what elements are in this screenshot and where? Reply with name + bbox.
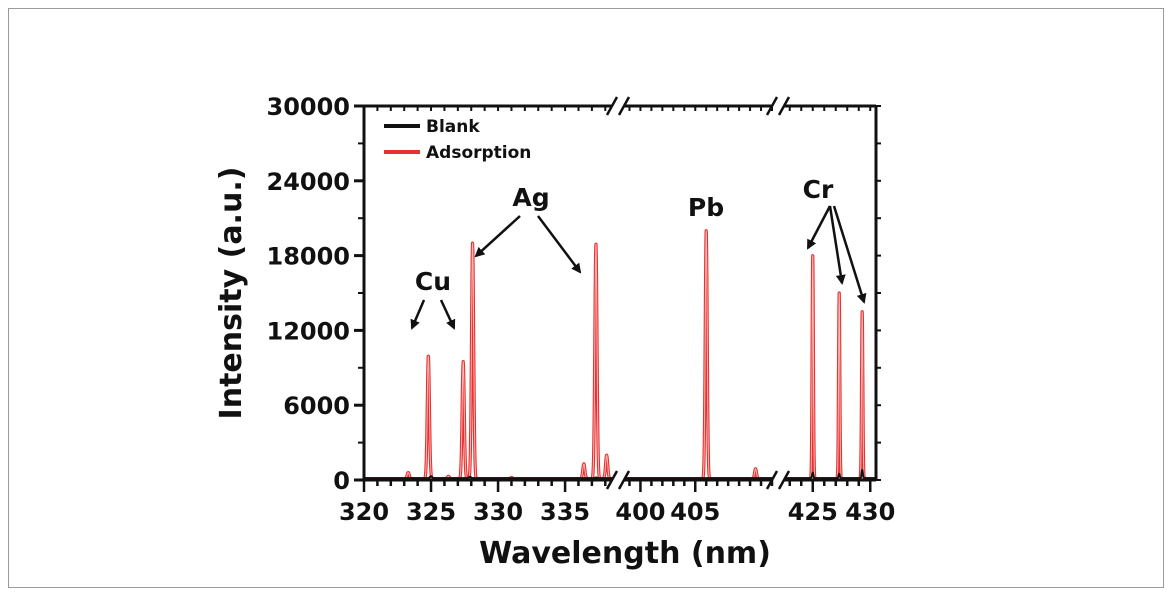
x-tick-label: 330	[473, 498, 523, 526]
x-tick-label: 320	[339, 498, 389, 526]
series-line-blank	[364, 469, 876, 480]
annotation-label-cr: Cr	[803, 175, 834, 204]
annotation-arrow-ag	[474, 215, 521, 258]
y-tick-label: 6000	[283, 392, 350, 420]
y-tick-label: 24000	[267, 168, 351, 196]
axis-break-mark	[617, 470, 631, 490]
axis-break-mark	[777, 96, 791, 116]
x-tick-label: 430	[845, 498, 895, 526]
annotation-arrow-cu	[439, 299, 456, 330]
x-tick-label: 325	[406, 498, 456, 526]
x-tick-label: 400	[615, 498, 665, 526]
y-tick-label: 0	[333, 467, 350, 495]
x-tick-label: 405	[670, 498, 720, 526]
legend-label-adsorption: Adsorption	[426, 143, 531, 163]
y-tick-label: 18000	[267, 243, 351, 271]
annotation-arrow-cr	[832, 205, 867, 304]
legend-label-blank: Blank	[426, 117, 480, 137]
annotation-arrow-cr	[806, 205, 832, 250]
annotation-arrow-cu	[410, 299, 426, 330]
y-tick-label: 12000	[267, 317, 351, 345]
annotation-label-pb: Pb	[688, 193, 724, 222]
annotation-arrow-cr	[828, 205, 846, 285]
x-tick-label: 425	[788, 498, 838, 526]
y-axis-title: Intensity (a.u.)	[214, 167, 249, 420]
axis-break-mark	[605, 470, 619, 490]
x-axis-title: Wavelength (nm)	[479, 536, 771, 571]
axis-break-mark	[605, 96, 619, 116]
axis-break-mark	[617, 96, 631, 116]
annotation-label-cu: Cu	[415, 267, 451, 296]
annotation-label-ag: Ag	[512, 183, 549, 212]
x-tick-label: 335	[540, 498, 590, 526]
annotation-arrow-ag	[537, 215, 582, 274]
y-tick-label: 30000	[267, 93, 351, 121]
axis-break-mark	[777, 470, 791, 490]
